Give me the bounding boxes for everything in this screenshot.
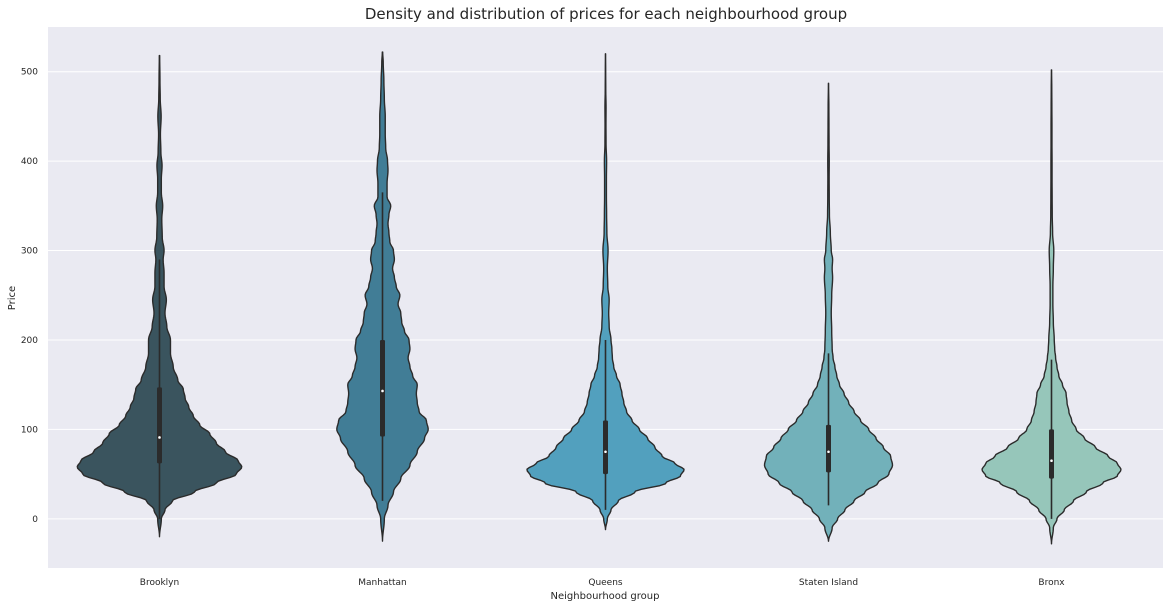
violins (76, 51, 1122, 545)
x-tick-label: Bronx (1038, 578, 1065, 588)
iqr-box (1049, 429, 1054, 479)
x-axis-ticks: Brooklyn Manhattan Queens Staten Island Bron… (140, 578, 1065, 588)
violin-bronx (981, 69, 1122, 545)
y-tick-label: 300 (21, 247, 38, 257)
y-tick-label: 0 (32, 515, 38, 525)
chart-title: Density and distribution of prices for e… (365, 5, 847, 23)
violin-manhattan (336, 51, 429, 542)
x-tick-label: Queens (588, 578, 623, 588)
iqr-box (826, 424, 831, 473)
median-marker (158, 436, 161, 439)
y-tick-label: 400 (21, 157, 38, 167)
iqr-box (603, 420, 608, 475)
median-marker (381, 389, 384, 393)
x-tick-label: Staten Island (799, 578, 858, 588)
y-axis-label: Price (7, 286, 18, 310)
y-tick-label: 100 (21, 425, 38, 435)
iqr-box (157, 387, 162, 464)
y-tick-label: 200 (21, 336, 38, 346)
median-marker (827, 450, 830, 454)
violin-body (763, 82, 894, 542)
x-tick-label: Brooklyn (140, 578, 179, 588)
y-tick-label: 500 (21, 68, 38, 78)
median-marker (1050, 459, 1053, 462)
violin-body (981, 69, 1122, 545)
x-tick-label: Manhattan (358, 578, 406, 588)
median-marker (604, 450, 607, 454)
violin-body (526, 53, 685, 531)
y-axis-ticks: 0 100 200 300 400 500 (21, 68, 38, 525)
iqr-box (380, 339, 385, 437)
violin-staten-island (763, 82, 894, 542)
violin-queens (526, 53, 685, 531)
violin-brooklyn (76, 54, 243, 538)
x-axis-label: Neighbourhood group (551, 591, 660, 602)
